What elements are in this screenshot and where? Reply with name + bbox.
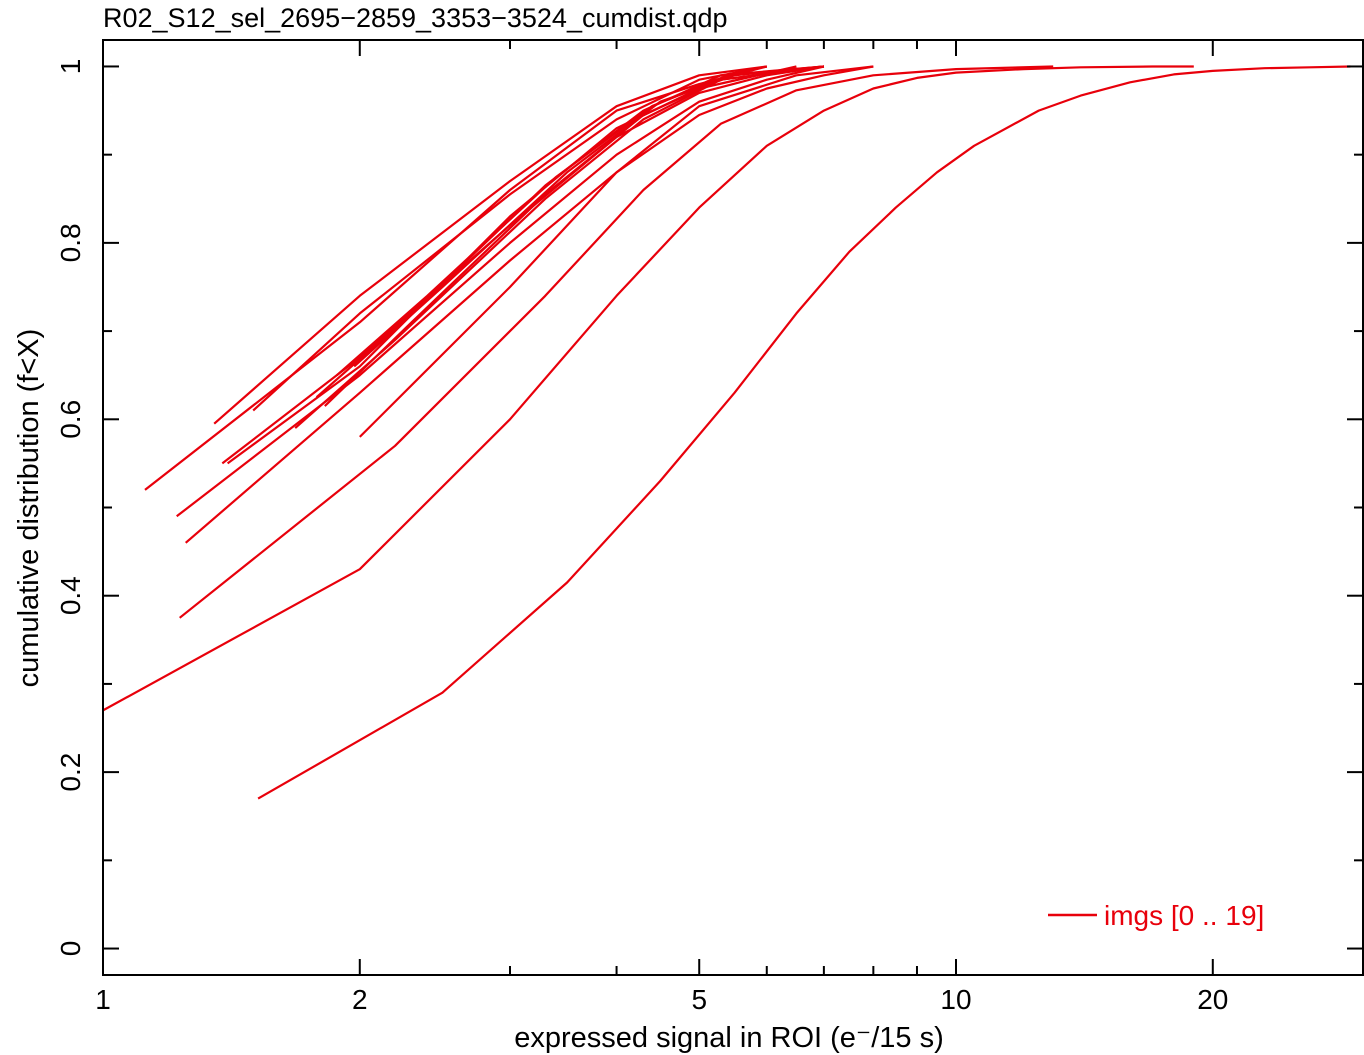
series-line-8 <box>252 65 768 412</box>
y-tick-label: 0.6 <box>55 400 86 439</box>
series-line-15 <box>226 65 797 465</box>
x-tick-label: 5 <box>691 984 707 1015</box>
series-line-0 <box>257 65 1351 800</box>
legend: imgs [0 .. 19] <box>1048 900 1264 931</box>
x-tick-label: 10 <box>940 984 971 1015</box>
y-tick-label: 0.2 <box>55 753 86 792</box>
x-tick-label: 20 <box>1197 984 1228 1015</box>
chart-title: R02_S12_sel_2695−2859_3353−3524_cumdist.… <box>103 3 728 33</box>
x-tick-label: 2 <box>352 984 368 1015</box>
y-tick-label: 0.8 <box>55 223 86 262</box>
y-tick-label: 1 <box>55 59 86 75</box>
series-line-2 <box>179 65 1054 619</box>
series-line-3 <box>184 65 874 544</box>
series-line-4 <box>176 65 825 518</box>
tick-layer: 1 2 5 10 20 0 0.2 0.4 0.6 0.8 1 <box>55 40 1363 1015</box>
y-axis-label: cumulative distribution (f<X) <box>13 329 45 688</box>
series-line-12 <box>324 65 825 407</box>
series-line-13 <box>353 65 825 368</box>
y-tick-label: 0 <box>55 941 86 957</box>
x-tick-label: 1 <box>95 984 111 1015</box>
series-line-7 <box>213 65 767 425</box>
series-line-1 <box>102 65 1194 712</box>
y-tick-label: 0.4 <box>55 576 86 615</box>
x-axis-label: expressed signal in ROI (e⁻/15 s) <box>514 1022 944 1054</box>
series-layer <box>102 65 1351 800</box>
legend-label: imgs [0 .. 19] <box>1104 900 1264 931</box>
series-line-14 <box>359 65 874 438</box>
